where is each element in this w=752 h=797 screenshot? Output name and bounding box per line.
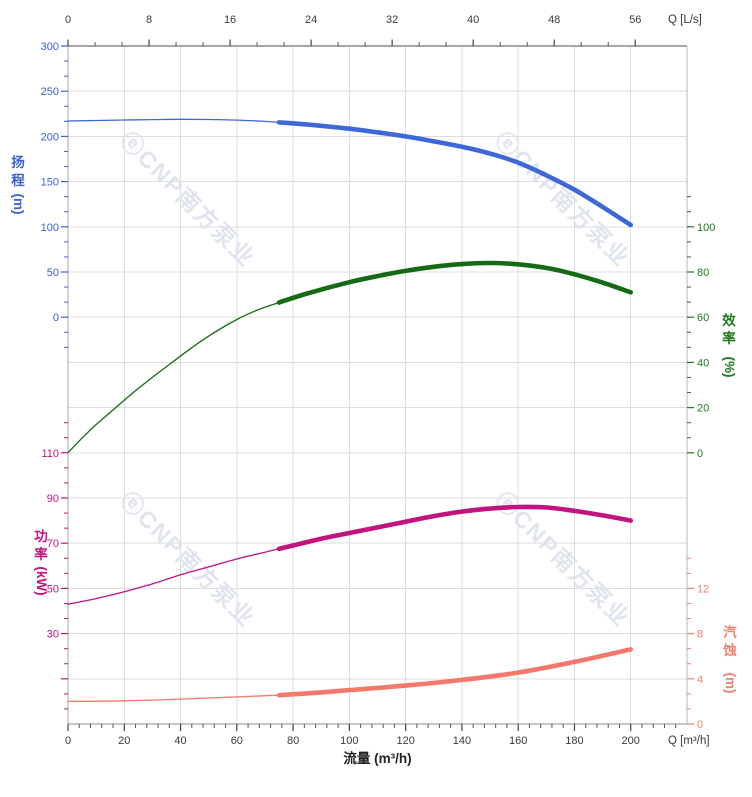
curves <box>67 118 633 703</box>
eff-axis-tick-label: 20 <box>697 403 709 415</box>
npsh-axis-tick-label: 8 <box>697 629 703 641</box>
top-axis-tick-label: 56 <box>629 14 641 26</box>
head-axis-tick-label: 150 <box>41 177 59 189</box>
head-curve <box>276 120 633 228</box>
eff-axis-tick-label: 60 <box>697 312 709 324</box>
cnp-watermark: ⓔCNP南方泵业 <box>115 487 260 632</box>
head-axis-tick-label: 0 <box>53 312 59 324</box>
head-axis-tick-label: 300 <box>41 41 59 53</box>
top-axis-tick-label: 0 <box>65 14 71 26</box>
bottom-axis-tick-label: 80 <box>287 735 299 747</box>
npsh-curve-thin <box>67 694 280 703</box>
power-axis-title-unit: (kW) <box>34 566 49 595</box>
cnp-watermark: ⓔCNP南方泵业 <box>490 127 635 272</box>
eff-axis-title-unit: (%) <box>722 357 737 378</box>
eff-axis-title-char-1: 效 <box>722 312 736 328</box>
eff-axis-tick-label: 80 <box>697 267 709 279</box>
cnp-watermark: ⓔCNP南方泵业 <box>115 127 260 272</box>
top-axis-tick-label: 32 <box>386 14 398 26</box>
head-axis-title-unit: (m) <box>11 194 26 215</box>
power-axis-tick-label: 30 <box>47 629 59 641</box>
head-axis-tick-label: 100 <box>41 222 59 234</box>
bottom-axis-tick-label: 140 <box>453 735 471 747</box>
bottom-axis-tick-label: 100 <box>340 735 358 747</box>
npsh-axis-tick-label: 0 <box>697 719 703 731</box>
gridlines <box>67 45 688 725</box>
top-axis-tick-label: 8 <box>146 14 152 26</box>
bottom-axis-tick-label: 200 <box>622 735 640 747</box>
power-axis-tick-label: 90 <box>47 493 59 505</box>
top-axis-tick-label: 16 <box>224 14 236 26</box>
npsh-axis-title-char-2: 蚀 <box>722 642 737 658</box>
bottom-axis-tick-label: 40 <box>174 735 186 747</box>
bottom-axis-tick-label: 0 <box>65 735 71 747</box>
power-axis-tick-label: 50 <box>47 583 59 595</box>
eff-axis-title-char-2: 率 <box>722 330 736 346</box>
bottom-axis-tick-label: 120 <box>396 735 414 747</box>
bottom-axis-unit-label: Q [m³/h] <box>668 735 710 747</box>
top-axis-tick-label: 40 <box>467 14 479 26</box>
head-axis-tick-label: 50 <box>47 267 59 279</box>
npsh-axis-tick-label: 4 <box>697 674 703 686</box>
x-axis-title: 流量 (m³/h) <box>343 750 411 766</box>
power-axis-title-char-1: 功 <box>34 529 48 544</box>
eff-axis-tick-label: 40 <box>697 357 709 369</box>
head-axis-tick-label: 250 <box>41 86 59 98</box>
bottom-axis-tick-label: 60 <box>231 735 243 747</box>
head-axis-title-char-2: 程 <box>11 173 25 188</box>
axes: 0 8 16 24 32 40 48 56 Q [L/s]0 20 40 60 80 100 120 140 1… <box>11 14 738 766</box>
bottom-axis-tick-label: 20 <box>118 735 130 747</box>
eff-curve <box>276 260 633 305</box>
head-curve-thin <box>67 118 280 124</box>
head-axis-tick-label: 200 <box>41 131 59 143</box>
bottom-axis-tick-label: 160 <box>509 735 527 747</box>
power-curve-thin <box>67 548 280 605</box>
eff-axis-tick-label: 0 <box>697 448 703 460</box>
npsh-axis-title-char-1: 汽 <box>723 624 737 640</box>
npsh-curve <box>276 647 633 698</box>
top-axis-unit-label: Q [L/s] <box>668 14 702 26</box>
eff-axis-tick-label: 100 <box>697 222 715 234</box>
npsh-axis-tick-label: 12 <box>697 583 709 595</box>
power-axis-title-char-2: 率 <box>34 546 48 562</box>
power-curve <box>276 504 633 552</box>
power-axis-tick-label: 110 <box>41 448 59 460</box>
head-axis-title-char-1: 扬 <box>11 154 25 170</box>
eff-curve-thin <box>67 301 280 454</box>
power-axis-tick-label: 70 <box>47 538 59 550</box>
top-axis-tick-label: 24 <box>305 14 317 26</box>
top-axis-tick-label: 48 <box>548 14 560 26</box>
npsh-axis-title-unit: (m) <box>723 673 738 694</box>
bottom-axis-tick-label: 180 <box>565 735 583 747</box>
